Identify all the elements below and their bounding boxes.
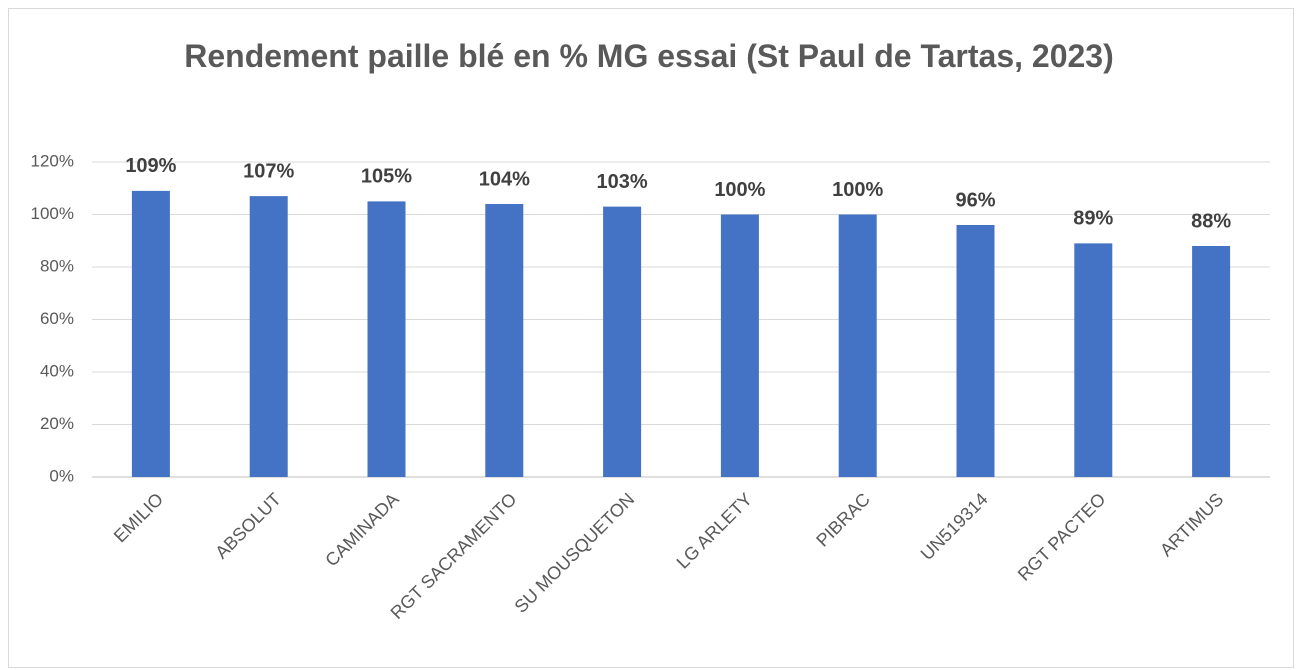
data-label: 107%: [243, 160, 294, 182]
chart-frame: [8, 8, 1294, 668]
x-tick-label: RGT SACRAMENTO: [387, 489, 521, 623]
x-tick-label: RGT PACTEO: [1014, 489, 1110, 585]
y-tick-label: 100%: [31, 204, 74, 223]
x-tick-label: ABSOLUT: [211, 489, 285, 563]
data-label: 89%: [1073, 208, 1113, 230]
y-tick-label: 40%: [40, 361, 74, 380]
bar: [1074, 243, 1113, 477]
bar: [956, 225, 995, 477]
data-label: 96%: [955, 189, 995, 211]
data-label: 100%: [714, 179, 765, 201]
x-tick-label: SU MOUSQUETON: [511, 489, 639, 617]
x-tick-label: PIBRAC: [812, 489, 874, 551]
bar: [1192, 246, 1231, 477]
bar: [367, 201, 406, 477]
bar: [603, 206, 642, 477]
data-label: 100%: [832, 179, 883, 201]
x-tick-label: LG ARLETY: [673, 489, 756, 572]
bar: [720, 214, 759, 477]
y-tick-label: 20%: [40, 414, 74, 433]
chart-title: Rendement paille blé en % MG essai (St P…: [184, 38, 1114, 74]
bar: [485, 204, 524, 477]
data-label: 105%: [361, 166, 412, 188]
x-tick-label: CAMINADA: [321, 489, 402, 570]
y-tick-label: 120%: [31, 151, 74, 170]
bar: [249, 196, 288, 477]
y-tick-label: 80%: [40, 256, 74, 275]
x-tick-label: UN519314: [917, 489, 992, 564]
data-label: 103%: [597, 171, 648, 193]
x-tick-label: ARTIMUS: [1156, 489, 1227, 560]
y-tick-label: 60%: [40, 309, 74, 328]
bar: [838, 214, 877, 477]
x-tick-label: EMILIO: [110, 489, 167, 546]
bar: [131, 190, 170, 477]
data-label: 88%: [1191, 210, 1231, 232]
data-label: 104%: [479, 168, 530, 190]
data-label: 109%: [125, 155, 176, 177]
y-tick-label: 0%: [49, 466, 74, 485]
